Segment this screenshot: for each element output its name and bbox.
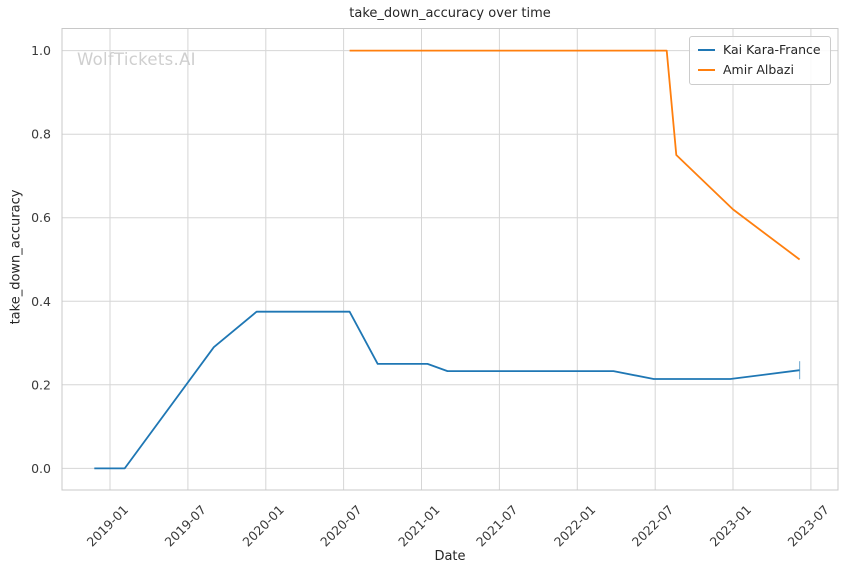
legend-entry-2: Amir Albazi xyxy=(698,62,821,78)
x-tick-label: 2019-01 xyxy=(84,502,132,550)
y-tick-label: 0.6 xyxy=(31,210,51,225)
x-tick-label: 2021-01 xyxy=(395,502,443,550)
legend: Kai Kara-France Amir Albazi xyxy=(689,36,831,85)
y-tick-label: 1.0 xyxy=(31,43,51,58)
series-line-1 xyxy=(94,310,800,470)
legend-line-swatch xyxy=(698,49,715,51)
y-tick-label: 0.4 xyxy=(31,294,51,309)
y-tick-label: 0.2 xyxy=(31,377,51,392)
x-tick-label: 2020-07 xyxy=(317,502,365,550)
x-tick-label: 2023-07 xyxy=(784,502,832,550)
x-tick-label: 2021-07 xyxy=(473,502,521,550)
legend-label: Kai Kara-France xyxy=(723,42,821,57)
legend-label: Amir Albazi xyxy=(723,62,794,77)
x-tick-label: 2023-01 xyxy=(707,502,755,550)
x-tick-label: 2020-01 xyxy=(239,502,287,550)
series-line-2 xyxy=(349,49,801,261)
y-tick-label: 0.8 xyxy=(31,127,51,142)
x-tick-label: 2019-07 xyxy=(161,502,209,550)
x-tick-label: 2022-01 xyxy=(551,502,599,550)
legend-line-swatch xyxy=(698,69,715,71)
x-tick-label: 2022-07 xyxy=(629,502,677,550)
chart-title: take_down_accuracy over time xyxy=(349,6,551,21)
plot-border xyxy=(61,28,839,491)
legend-entry-1: Kai Kara-France xyxy=(698,42,821,58)
x-axis-label: Date xyxy=(434,549,466,564)
y-axis-label: take_down_accuracy xyxy=(8,189,24,325)
y-tick-label: 0.0 xyxy=(31,461,51,476)
